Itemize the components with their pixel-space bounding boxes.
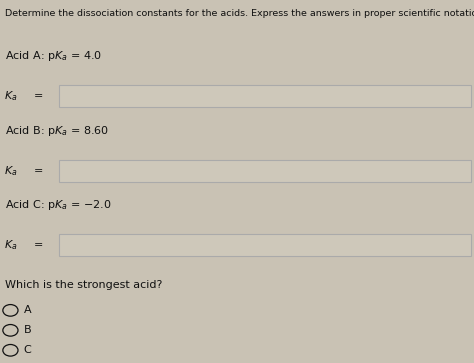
Text: $K_a$: $K_a$ xyxy=(4,89,18,103)
FancyBboxPatch shape xyxy=(59,160,471,182)
Text: =: = xyxy=(34,91,44,101)
Text: $K_a$: $K_a$ xyxy=(4,164,18,178)
FancyBboxPatch shape xyxy=(59,85,471,107)
Text: Which is the strongest acid?: Which is the strongest acid? xyxy=(5,280,162,290)
FancyBboxPatch shape xyxy=(59,234,471,256)
Text: $K_a$: $K_a$ xyxy=(4,238,18,252)
Text: =: = xyxy=(34,166,44,176)
Text: B: B xyxy=(24,325,31,335)
Text: C: C xyxy=(24,345,31,355)
Text: Determine the dissociation constants for the acids. Express the answers in prope: Determine the dissociation constants for… xyxy=(5,9,474,18)
Text: Acid C: p$K_a$ = $-$2.0: Acid C: p$K_a$ = $-$2.0 xyxy=(5,198,111,212)
Text: Acid B: p$K_a$ = 8.60: Acid B: p$K_a$ = 8.60 xyxy=(5,124,109,138)
Text: =: = xyxy=(34,240,44,250)
Text: A: A xyxy=(24,305,31,315)
Text: Acid A: p$K_a$ = 4.0: Acid A: p$K_a$ = 4.0 xyxy=(5,49,102,63)
